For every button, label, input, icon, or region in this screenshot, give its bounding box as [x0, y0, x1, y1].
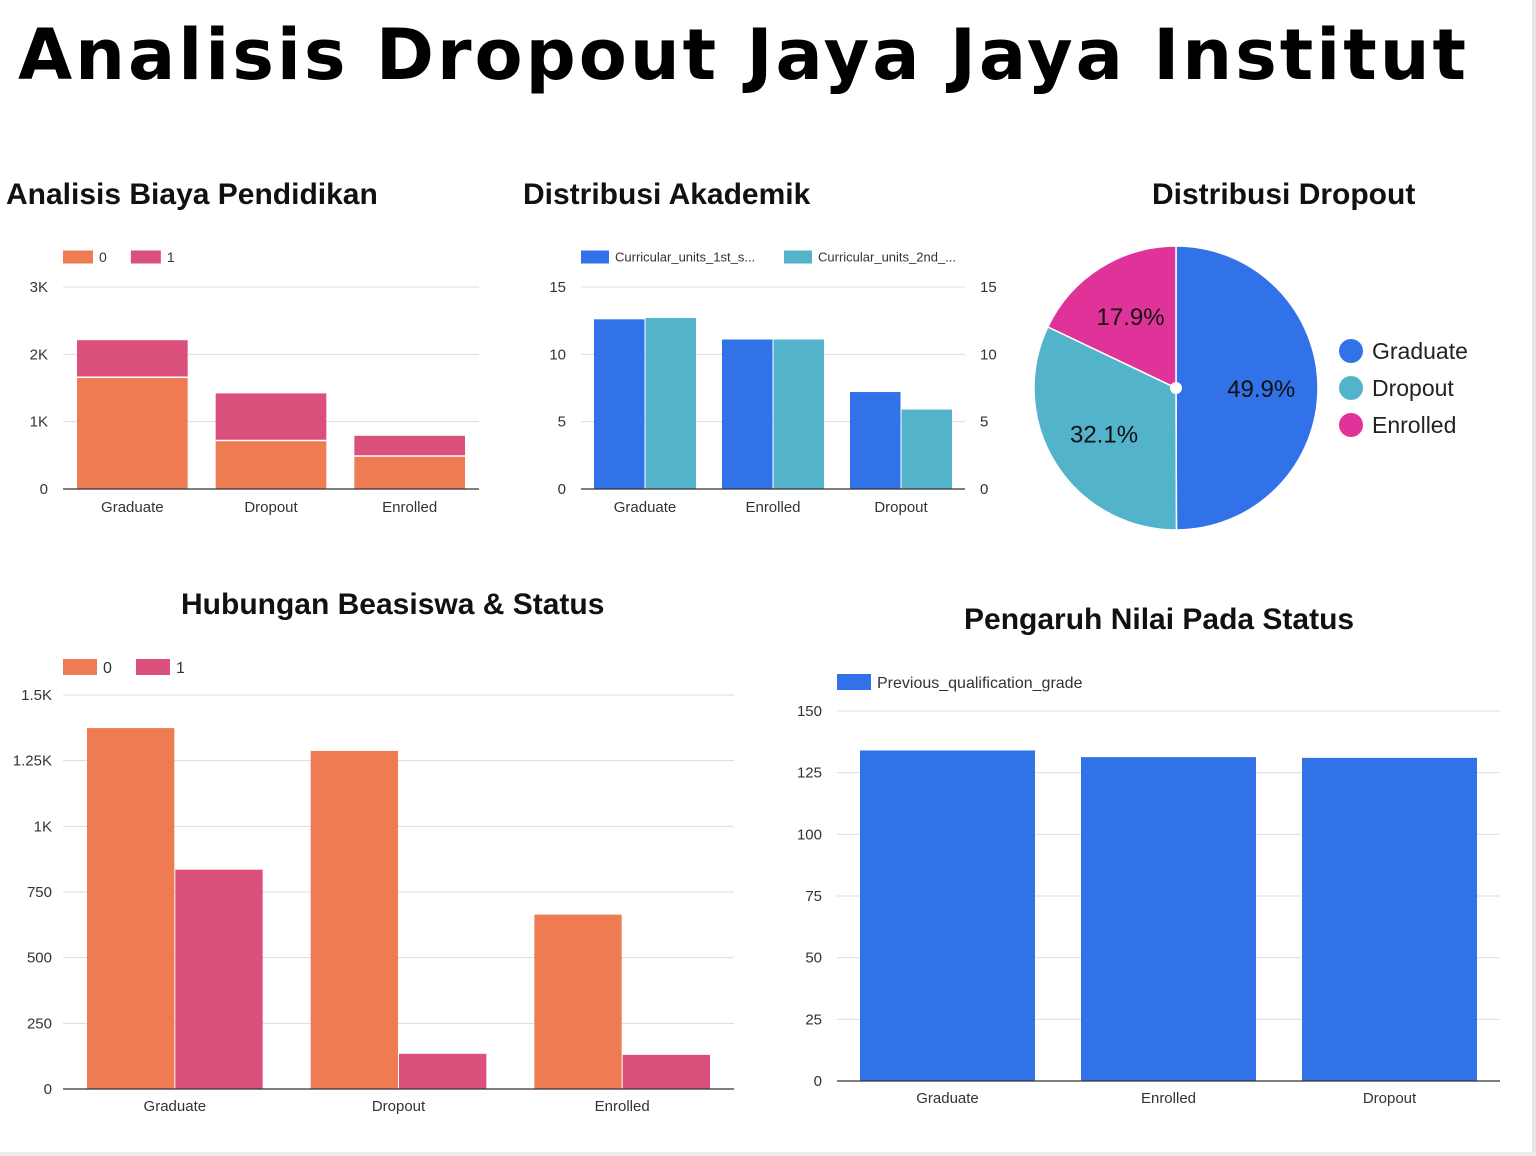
biaya-legend-swatch [130, 250, 161, 264]
biaya-chart-title: Analisis Biaya Pendidikan [6, 178, 378, 211]
akademik-chart-title: Distribusi Akademik [523, 178, 811, 211]
akademik-ytick-right-label: 10 [980, 346, 997, 363]
akademik-bar-graduate-series0 [594, 319, 645, 489]
beasiswa-category-label: Graduate [144, 1098, 207, 1115]
biaya-category-label: Graduate [101, 499, 164, 516]
biaya-legend-label: 0 [99, 249, 107, 265]
akademik-legend-label: Curricular_units_1st_s... [615, 250, 755, 265]
nilai-chart-title: Pengaruh Nilai Pada Status [964, 603, 1355, 636]
beasiswa-bar-enrolled-series0 [534, 914, 622, 1089]
biaya-ytick-label: 1K [30, 414, 48, 431]
beasiswa-bar-graduate-series1 [175, 869, 263, 1089]
nilai-category-label: Graduate [916, 1090, 979, 1107]
akademik-bar-graduate-series1 [645, 317, 696, 489]
akademik-legend-swatch [581, 250, 609, 264]
biaya-category-label: Dropout [244, 499, 298, 516]
beasiswa-legend-label: 0 [103, 660, 112, 677]
akademik-bar-dropout-series0 [850, 392, 901, 489]
beasiswa-bar-dropout-series1 [399, 1053, 487, 1089]
beasiswa-ytick-label: 250 [27, 1015, 52, 1032]
biaya-ytick-label: 3K [30, 279, 48, 296]
biaya-legend-swatch [63, 250, 93, 264]
beasiswa-chart-title: Hubungan Beasiswa & Status [181, 588, 605, 621]
akademik-ytick-label: 15 [549, 279, 566, 296]
akademik-ytick-right-label: 5 [980, 414, 988, 431]
akademik-ytick-label: 10 [549, 346, 566, 363]
akademik-legend-swatch [784, 250, 812, 264]
nilai-ytick-label: 50 [805, 950, 822, 967]
nilai-bar-graduate-series0 [860, 750, 1035, 1081]
akademik-bar-enrolled-series0 [722, 339, 773, 489]
beasiswa-ytick-label: 500 [27, 950, 52, 967]
nilai-ytick-label: 100 [797, 826, 822, 843]
pie-center-dot [1170, 382, 1182, 394]
pie-slice-dropout [1033, 325, 1178, 531]
nilai-ytick-label: 25 [805, 1011, 822, 1028]
nilai-category-label: Dropout [1363, 1090, 1417, 1107]
biaya-bar-dropout-1 [215, 393, 327, 441]
akademik-bar-enrolled-series1 [773, 339, 824, 489]
pie-value-label: 49.9% [1227, 376, 1295, 403]
nilai-bar-dropout-series0 [1302, 757, 1477, 1081]
beasiswa-category-label: Dropout [372, 1098, 426, 1115]
akademik-category-label: Graduate [614, 499, 677, 516]
pie-slice-enrolled [1046, 245, 1177, 390]
pie-legend-label: Enrolled [1372, 412, 1456, 438]
beasiswa-ytick-label: 1K [34, 818, 52, 835]
beasiswa-bar-enrolled-series1 [622, 1054, 710, 1089]
bottom-border [0, 1152, 1536, 1156]
nilai-bar-enrolled-series0 [1081, 757, 1256, 1081]
beasiswa-ytick-label: 750 [27, 884, 52, 901]
nilai-legend-swatch [837, 674, 871, 690]
pie-legend-label: Dropout [1372, 375, 1454, 401]
nilai-category-label: Enrolled [1141, 1090, 1196, 1107]
beasiswa-bar-graduate-series0 [87, 728, 175, 1089]
akademik-bar-dropout-series1 [901, 409, 952, 489]
beasiswa-legend-label: 1 [176, 660, 185, 677]
akademik-ytick-label: 5 [558, 414, 566, 431]
pie-legend-label: Graduate [1372, 338, 1468, 364]
pie-slice-graduate [1175, 245, 1319, 531]
biaya-legend-label: 1 [167, 249, 175, 265]
beasiswa-ytick-label: 0 [44, 1081, 52, 1098]
biaya-bar-dropout-0 [215, 440, 327, 489]
biaya-bar-enrolled-0 [354, 456, 465, 489]
biaya-bar-graduate-1 [77, 340, 188, 378]
akademik-category-label: Enrolled [745, 499, 800, 516]
dropout-chart-title: Distribusi Dropout [1152, 178, 1416, 211]
akademik-ytick-right-label: 0 [980, 481, 988, 498]
right-border [1532, 0, 1536, 1156]
biaya-bar-graduate-0 [77, 377, 188, 489]
pie-legend-dot [1339, 339, 1363, 363]
pie-value-label: 32.1% [1070, 422, 1138, 449]
nilai-legend-label: Previous_qualification_grade [877, 675, 1083, 692]
beasiswa-ytick-label: 1.25K [13, 753, 52, 770]
beasiswa-legend-swatch [135, 659, 170, 675]
akademik-ytick-right-label: 15 [980, 279, 997, 296]
beasiswa-ytick-label: 1.5K [21, 687, 52, 704]
akademik-ytick-label: 0 [558, 481, 566, 498]
nilai-ytick-label: 75 [805, 888, 822, 905]
pie-value-label: 17.9% [1097, 304, 1165, 331]
biaya-ytick-label: 2K [30, 346, 48, 363]
dashboard-title: Analisis Dropout Jaya Jaya Institut [18, 14, 1469, 96]
pie-legend-dot [1339, 376, 1363, 400]
nilai-ytick-label: 125 [797, 765, 822, 782]
beasiswa-bar-dropout-series0 [310, 750, 398, 1089]
biaya-bar-enrolled-1 [354, 435, 465, 457]
nilai-ytick-label: 0 [814, 1073, 822, 1090]
akademik-category-label: Dropout [874, 499, 928, 516]
nilai-ytick-label: 150 [797, 703, 822, 720]
pie-legend-dot [1339, 413, 1363, 437]
akademik-legend-label: Curricular_units_2nd_... [818, 250, 956, 265]
beasiswa-legend-swatch [63, 659, 97, 675]
biaya-ytick-label: 0 [40, 481, 48, 498]
biaya-category-label: Enrolled [382, 499, 437, 516]
beasiswa-category-label: Enrolled [595, 1098, 650, 1115]
